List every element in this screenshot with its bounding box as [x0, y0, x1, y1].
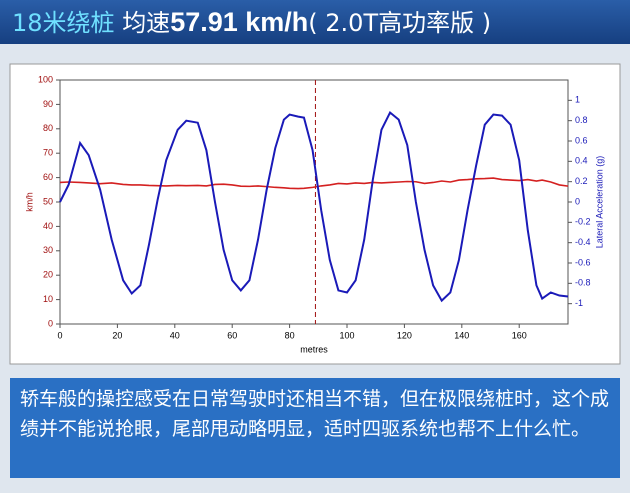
title-part: ( 2.0T高功率版 ) [308, 9, 492, 37]
y2-tick-label: -1 [575, 298, 583, 308]
y-tick-label: 30 [43, 245, 53, 255]
x-tick-label: 80 [285, 330, 295, 340]
y2-tick-label: 0 [575, 196, 580, 206]
y2-tick-label: 1 [575, 95, 580, 105]
x-tick-label: 20 [112, 330, 122, 340]
y-tick-label: 100 [38, 74, 53, 84]
y-tick-label: 50 [43, 196, 53, 206]
y2-tick-label: 0.2 [575, 176, 588, 186]
y-tick-label: 10 [43, 294, 53, 304]
y-tick-label: 0 [48, 318, 53, 328]
header: 18米绕桩 均速57.91 km/h( 2.0T高功率版 ) [0, 0, 630, 44]
x-tick-label: 100 [339, 330, 354, 340]
y-axis-label: km/h [24, 192, 34, 212]
y2-tick-label: 0.6 [575, 135, 588, 145]
y2-axis-label: Lateral Acceleration (g) [594, 156, 604, 249]
x-axis-label: metres [300, 344, 328, 354]
x-tick-label: 60 [227, 330, 237, 340]
x-tick-label: 120 [397, 330, 412, 340]
y-tick-label: 60 [43, 172, 53, 182]
y-tick-label: 20 [43, 270, 53, 280]
x-tick-label: 0 [57, 330, 62, 340]
x-tick-label: 40 [170, 330, 180, 340]
y-tick-label: 40 [43, 221, 53, 231]
x-tick-label: 140 [454, 330, 469, 340]
footer-text: 轿车般的操控感受在日常驾驶时还相当不错，但在极限绕桩时，这个成绩并不能说抢眼，尾… [10, 378, 620, 478]
y2-tick-label: -0.8 [575, 278, 591, 288]
y2-tick-label: 0.4 [575, 156, 588, 166]
y2-tick-label: -0.6 [575, 257, 591, 267]
y2-tick-label: -0.4 [575, 237, 591, 247]
y-tick-label: 70 [43, 148, 53, 158]
y2-tick-label: 0.8 [575, 115, 588, 125]
title-part: 18米绕桩 [12, 9, 115, 37]
series-line [59, 177, 569, 190]
y2-tick-label: -0.2 [575, 217, 591, 227]
title-part: 57.91 km/h [170, 7, 309, 37]
series-line [59, 110, 569, 303]
x-tick-label: 160 [512, 330, 527, 340]
y-tick-label: 90 [43, 99, 53, 109]
y-tick-label: 80 [43, 123, 53, 133]
title-part: 均速 [122, 9, 171, 37]
